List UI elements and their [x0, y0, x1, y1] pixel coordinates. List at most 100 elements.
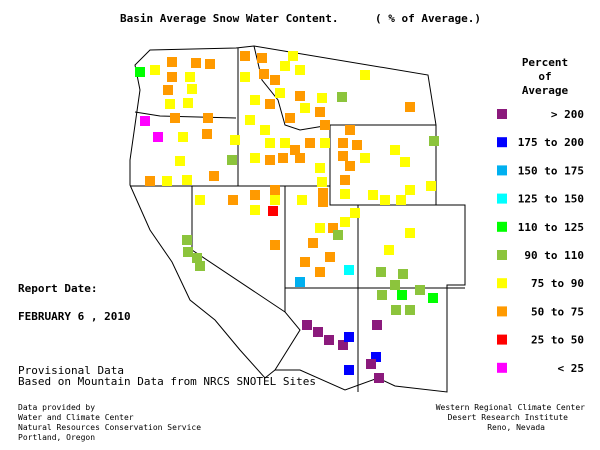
site-marker	[405, 185, 415, 195]
site-marker	[250, 190, 260, 200]
site-marker	[338, 138, 348, 148]
site-marker	[328, 223, 338, 233]
report-label: Report Date:	[18, 282, 97, 295]
map-title: Basin Average Snow Water Content.	[120, 12, 339, 25]
site-marker	[145, 176, 155, 186]
credit: Western Regional Climate Center	[436, 403, 585, 412]
site-marker	[240, 72, 250, 82]
legend-label: 50 to 75	[531, 305, 584, 318]
site-marker	[295, 277, 305, 287]
site-marker	[344, 265, 354, 275]
legend-label: 90 to 110	[524, 249, 584, 262]
site-marker	[265, 138, 275, 148]
site-marker	[372, 320, 382, 330]
site-marker	[371, 352, 381, 362]
legend-swatch	[497, 306, 507, 317]
site-marker	[245, 115, 255, 125]
report-date: FEBRUARY 6 , 2010	[18, 310, 131, 323]
site-marker	[278, 153, 288, 163]
site-marker	[305, 138, 315, 148]
site-marker	[317, 177, 327, 187]
legend-swatch	[497, 250, 507, 260]
site-markers	[135, 51, 439, 383]
site-marker	[290, 145, 300, 155]
map-subtitle: ( % of Average.)	[375, 12, 481, 25]
site-marker	[275, 88, 285, 98]
site-marker	[390, 145, 400, 155]
site-marker	[270, 240, 280, 250]
site-marker	[377, 290, 387, 300]
site-marker	[340, 175, 350, 185]
site-marker	[167, 72, 177, 82]
site-marker	[297, 195, 307, 205]
site-marker	[140, 116, 150, 126]
legend-label: 25 to 50	[531, 334, 584, 347]
site-marker	[280, 138, 290, 148]
site-marker	[374, 373, 384, 383]
site-marker	[315, 107, 325, 117]
site-marker	[250, 153, 260, 163]
credit: Data provided by	[18, 403, 95, 412]
site-marker	[345, 125, 355, 135]
site-marker	[175, 156, 185, 166]
legend-label: 125 to 150	[518, 193, 584, 206]
legend-swatch	[497, 362, 507, 373]
credit: Natural Resources Conservation Service	[18, 423, 201, 432]
legend-swatch	[497, 278, 507, 289]
site-marker	[178, 132, 188, 142]
site-marker	[384, 245, 394, 255]
legend-label: > 200	[551, 108, 584, 121]
site-marker	[397, 290, 407, 300]
site-marker	[182, 175, 192, 185]
site-marker	[270, 75, 280, 85]
site-marker	[163, 85, 173, 95]
site-marker	[338, 151, 348, 161]
site-marker	[398, 269, 408, 279]
site-marker	[428, 293, 438, 303]
credit: Portland, Oregon	[18, 433, 95, 442]
credit: Water and Climate Center	[18, 413, 134, 422]
site-marker	[153, 132, 163, 142]
site-marker	[209, 171, 219, 181]
site-marker	[250, 205, 260, 215]
site-marker	[318, 188, 328, 198]
site-marker	[405, 305, 415, 315]
legend-swatch	[497, 165, 507, 176]
site-marker	[257, 53, 267, 63]
site-marker	[325, 252, 335, 262]
site-marker	[318, 197, 328, 207]
site-marker	[345, 161, 355, 171]
site-marker	[228, 195, 238, 205]
site-marker	[240, 51, 250, 61]
legend-swatch	[497, 109, 507, 119]
site-marker	[250, 95, 260, 105]
site-marker	[315, 163, 325, 173]
legend-title: of	[538, 70, 551, 83]
site-marker	[380, 195, 390, 205]
site-marker	[390, 280, 400, 290]
site-marker	[350, 208, 360, 218]
site-marker	[320, 138, 330, 148]
site-marker	[405, 102, 415, 112]
site-marker	[333, 230, 343, 240]
site-marker	[202, 129, 212, 139]
credit: Desert Research Institute	[448, 413, 569, 422]
site-marker	[344, 365, 354, 375]
site-marker	[396, 195, 406, 205]
site-marker	[415, 285, 425, 295]
site-marker	[135, 67, 145, 77]
site-marker	[400, 157, 410, 167]
site-marker	[302, 320, 312, 330]
site-marker	[368, 190, 378, 200]
site-marker	[205, 59, 215, 69]
site-marker	[270, 195, 280, 205]
site-marker	[366, 359, 376, 369]
site-marker	[285, 113, 295, 123]
legend-label: 110 to 125	[518, 221, 584, 234]
site-marker	[185, 72, 195, 82]
legend-swatch	[497, 334, 507, 345]
site-marker	[317, 93, 327, 103]
site-marker	[313, 327, 323, 337]
site-marker	[288, 51, 298, 61]
